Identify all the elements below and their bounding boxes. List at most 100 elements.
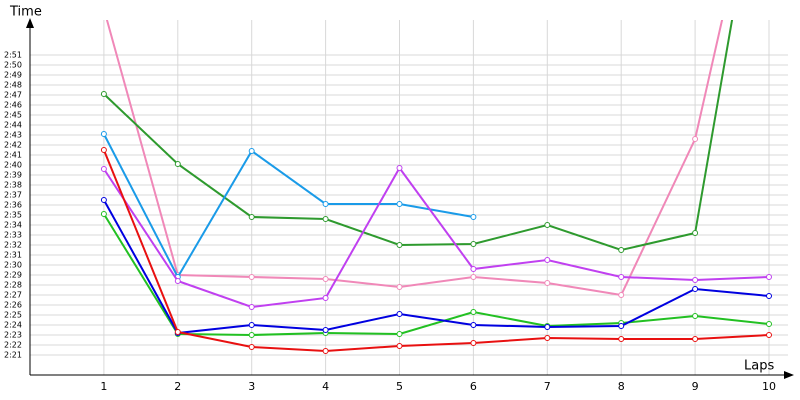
y-axis-arrow	[26, 18, 34, 28]
y-tick-label: 2:21	[4, 351, 22, 360]
point-marker	[470, 274, 477, 280]
point-marker	[618, 323, 625, 329]
point-marker	[766, 332, 772, 338]
y-tick-label: 2:48	[4, 81, 22, 90]
point-marker	[100, 211, 107, 217]
point-marker	[322, 348, 329, 354]
point-marker	[100, 147, 107, 153]
point-marker	[100, 166, 107, 172]
point-marker	[322, 216, 329, 222]
point-marker	[544, 257, 551, 263]
point-marker	[396, 331, 403, 337]
point-marker	[248, 148, 255, 154]
y-tick-label: 2:38	[4, 181, 22, 190]
y-tick-label: 2:23	[4, 331, 22, 340]
point-marker	[248, 214, 255, 220]
point-marker	[766, 321, 772, 327]
series-line	[103, 213, 770, 337]
series-line	[103, 133, 474, 280]
point-marker	[248, 332, 255, 338]
series-line	[103, 20, 734, 252]
y-tick-label: 2:26	[4, 301, 22, 310]
point-marker	[174, 161, 181, 167]
series-line	[105, 20, 724, 297]
x-tick-label: 3	[248, 380, 255, 393]
y-tick-label: 2:25	[4, 311, 22, 320]
y-tick-label: 2:42	[4, 141, 22, 150]
x-tick-label: 6	[470, 380, 477, 393]
point-marker	[322, 201, 329, 207]
y-tick-label: 2:37	[4, 191, 22, 200]
series-line	[103, 199, 770, 335]
point-marker	[322, 295, 329, 301]
point-marker	[174, 329, 181, 335]
point-marker	[100, 91, 107, 97]
y-tick-label: 2:46	[4, 101, 22, 110]
y-tick-label: 2:36	[4, 201, 22, 210]
x-tick-label: 4	[322, 380, 329, 393]
series-line	[102, 149, 770, 353]
x-tick-label: 9	[692, 380, 699, 393]
point-marker	[396, 343, 403, 349]
point-marker	[470, 340, 477, 346]
point-marker	[470, 322, 477, 328]
point-marker	[100, 197, 107, 203]
point-marker	[766, 293, 772, 299]
point-marker	[101, 7, 106, 12]
y-tick-label: 2:24	[4, 321, 22, 330]
y-tick-label: 2:50	[4, 61, 22, 70]
series-line	[103, 166, 770, 309]
y-axis-label: Time	[9, 5, 42, 20]
y-tick-label: 2:31	[4, 251, 22, 260]
point-marker	[470, 309, 477, 315]
point-marker	[544, 222, 551, 228]
point-marker	[248, 274, 255, 280]
point-marker	[470, 214, 477, 220]
y-tick-label: 2:33	[4, 231, 22, 240]
point-marker	[470, 266, 477, 272]
point-marker	[544, 335, 551, 341]
point-marker	[396, 311, 403, 317]
point-marker	[248, 304, 255, 310]
x-tick-label: 2	[174, 380, 181, 393]
point-marker	[692, 313, 699, 319]
point-marker	[618, 292, 625, 298]
y-tick-label: 2:27	[4, 291, 22, 300]
point-marker	[174, 278, 181, 284]
point-marker	[322, 327, 329, 333]
point-marker	[248, 344, 255, 350]
point-marker	[618, 274, 625, 280]
x-axis-label: Laps	[744, 359, 774, 374]
grid	[30, 20, 788, 375]
point-marker	[766, 274, 772, 280]
y-tick-label: 2:39	[4, 171, 22, 180]
y-tick-label: 2:22	[4, 341, 22, 350]
y-tick-label: 2:29	[4, 271, 22, 280]
point-marker	[544, 324, 551, 330]
point-marker	[618, 247, 625, 253]
x-tick-label: 7	[544, 380, 551, 393]
point-marker	[470, 241, 477, 247]
y-tick-label: 2:34	[4, 221, 22, 230]
y-tick-label: 2:41	[4, 151, 22, 160]
point-marker	[692, 230, 699, 236]
point-marker	[322, 276, 329, 282]
y-tick-label: 2:51	[4, 51, 22, 60]
point-marker	[692, 336, 699, 342]
y-tick-label: 2:45	[4, 111, 22, 120]
x-tick-label: 1	[100, 380, 107, 393]
y-tick-label: 2:47	[4, 91, 22, 100]
point-marker	[396, 201, 403, 207]
y-tick-label: 2:28	[4, 281, 22, 290]
y-tick-label: 2:35	[4, 211, 22, 220]
y-tick-label: 2:44	[4, 121, 22, 130]
x-axis-arrow	[784, 371, 794, 379]
point-marker	[396, 284, 403, 290]
y-tick-label: 2:30	[4, 261, 22, 270]
point-marker	[248, 322, 255, 328]
point-marker	[100, 131, 107, 137]
x-tick-label: 10	[762, 380, 776, 393]
point-marker	[396, 242, 403, 248]
plot-area	[100, 7, 772, 354]
